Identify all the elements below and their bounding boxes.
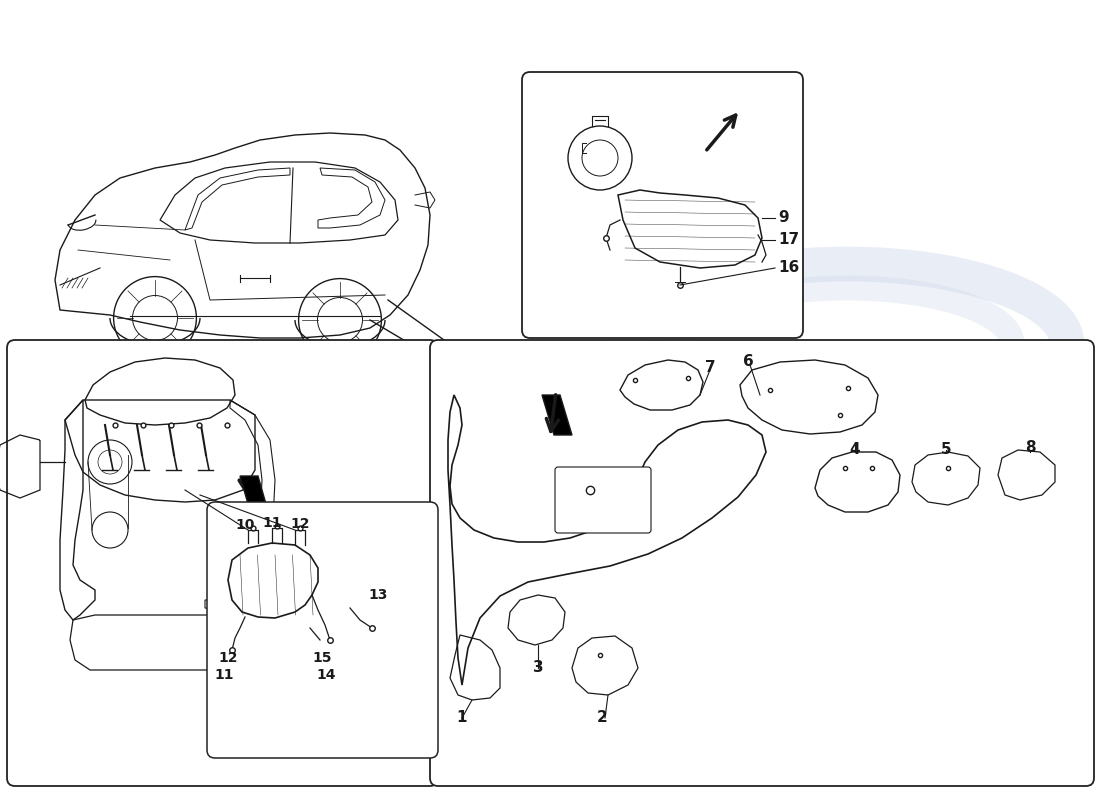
Text: 7: 7 (705, 361, 715, 375)
Text: 15: 15 (312, 651, 332, 665)
Polygon shape (542, 395, 572, 435)
Text: 3: 3 (532, 661, 543, 675)
Text: 14: 14 (317, 668, 336, 682)
Text: 5: 5 (940, 442, 952, 458)
Text: 8: 8 (1025, 441, 1035, 455)
Text: 2: 2 (596, 710, 607, 726)
Text: 4: 4 (849, 442, 860, 458)
Text: 16: 16 (778, 261, 800, 275)
Text: 12: 12 (218, 651, 238, 665)
Text: 9: 9 (778, 210, 789, 226)
Text: 11: 11 (214, 668, 233, 682)
Text: eurospares: eurospares (616, 635, 880, 677)
Text: eurospares: eurospares (110, 395, 374, 437)
FancyBboxPatch shape (430, 340, 1094, 786)
FancyBboxPatch shape (7, 340, 438, 786)
Text: 17: 17 (778, 233, 799, 247)
Text: 6: 6 (742, 354, 754, 370)
FancyBboxPatch shape (556, 467, 651, 533)
Text: 10: 10 (235, 518, 255, 532)
FancyBboxPatch shape (522, 72, 803, 338)
FancyBboxPatch shape (207, 502, 438, 758)
Polygon shape (240, 476, 270, 518)
Text: 1: 1 (456, 710, 468, 726)
Text: 11: 11 (262, 516, 282, 530)
Text: eurospares: eurospares (638, 419, 902, 461)
Text: 12: 12 (290, 517, 310, 531)
Text: 13: 13 (368, 588, 387, 602)
